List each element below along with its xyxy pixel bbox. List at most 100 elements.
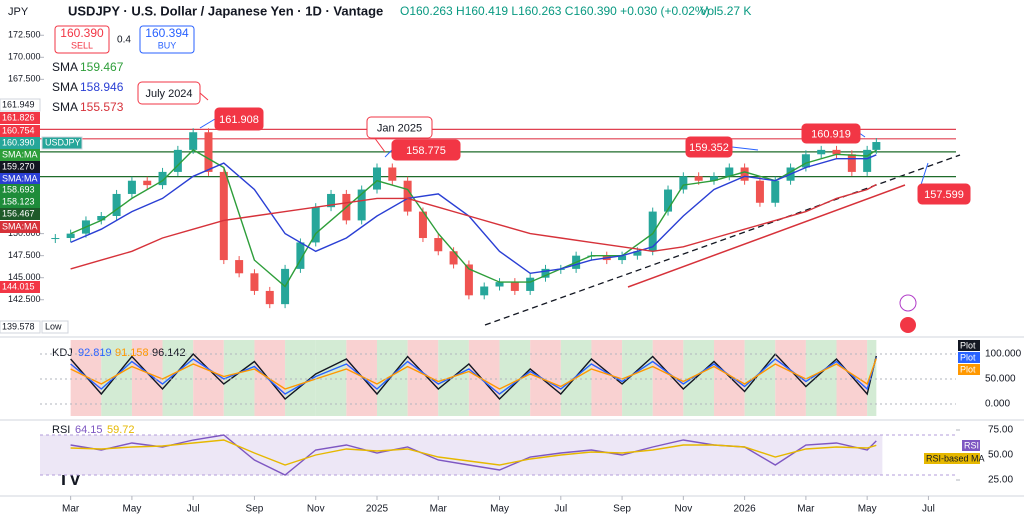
price-tag-label: 158.693 (2, 184, 35, 194)
legend-name: SMA (52, 60, 78, 74)
annotation-box (391, 139, 461, 161)
y-tick-label: 147.500 (8, 250, 41, 260)
candle (388, 167, 397, 181)
series-tag-label: RSI (964, 440, 979, 450)
candle (771, 180, 780, 203)
icon[interactable] (899, 294, 917, 312)
annotation-pointer (731, 146, 759, 151)
y-tick-label: 145.000 (8, 272, 41, 282)
pane-title: RSI (52, 424, 70, 436)
kdj-line (70, 357, 877, 395)
sell-label[interactable]: SELL (71, 40, 93, 50)
legend-value: 59.72 (107, 424, 135, 436)
kdj-line (70, 358, 877, 390)
price-tag-label: SMA:MA (2, 149, 38, 159)
legend-value: 158.946 (80, 80, 124, 94)
annotation-label: 158.775 (406, 145, 446, 157)
price-tag (0, 221, 40, 233)
state-band (407, 340, 439, 416)
price-tag-label: 156.467 (2, 208, 35, 218)
candle (755, 180, 764, 203)
price-tag-label: 144.015 (2, 281, 35, 291)
candle (265, 290, 274, 305)
y-tick-label: 50.000 (985, 374, 1016, 385)
price-tag-label: 160.390 (2, 137, 35, 147)
buy-price[interactable]: 160.394 (145, 26, 189, 40)
candle (664, 189, 673, 212)
state-band (683, 340, 714, 416)
annotation-box (214, 107, 264, 131)
candle (357, 189, 366, 221)
candle (143, 180, 152, 186)
candle (158, 171, 167, 186)
candle (189, 132, 198, 150)
price-tag (0, 320, 41, 334)
price-tag (0, 208, 40, 220)
candle (66, 233, 75, 239)
rsi-line (70, 434, 877, 476)
candle (817, 149, 826, 155)
state-band (70, 340, 102, 416)
state-band (346, 340, 377, 416)
series-tag-label: RSI-based MA (926, 453, 985, 463)
price-tag (0, 281, 40, 293)
annotation-box (801, 123, 861, 144)
plot-tag (958, 340, 980, 351)
candle (495, 282, 504, 287)
candle (464, 264, 473, 296)
icon[interactable] (900, 317, 916, 333)
buy-label[interactable]: BUY (158, 40, 177, 50)
sell-price[interactable]: 160.390 (60, 26, 104, 40)
rsi-line (70, 439, 877, 466)
annotation-label: 157.599 (924, 189, 964, 201)
x-tick-label: Jul (554, 504, 567, 515)
symbol-tab[interactable]: JPY (8, 6, 29, 18)
y-tick-label: 0.000 (985, 399, 1010, 410)
price-tag (0, 125, 40, 137)
candle (541, 268, 550, 278)
y-tick-label: 100.000 (985, 349, 1022, 360)
candle (618, 255, 627, 261)
price-tag-label: SMA:MA (2, 221, 38, 231)
state-band (162, 340, 194, 416)
price-tag-label: 161.826 (2, 112, 35, 122)
candle (709, 176, 718, 181)
candle (679, 176, 688, 190)
buy-button[interactable] (139, 25, 195, 54)
x-tick-label: Sep (613, 504, 631, 515)
legend-value: 155.573 (80, 100, 124, 114)
state-band (193, 340, 224, 416)
plot-tag-label: Plot (960, 364, 976, 374)
pane-title: KDJ (52, 347, 73, 359)
price-tag (0, 173, 40, 185)
x-tick-label: Mar (430, 504, 448, 515)
annotation-box (366, 116, 433, 139)
plot-tag (958, 364, 980, 375)
legend-value: 96.142 (152, 347, 186, 359)
state-band (744, 340, 776, 416)
annotation-box (917, 183, 971, 205)
rsi-band (40, 435, 883, 475)
x-tick-label: May (122, 504, 141, 515)
price-tag (0, 112, 40, 124)
x-tick-label: May (858, 504, 877, 515)
series-tag (962, 440, 980, 451)
annotation-label: 159.352 (689, 142, 729, 154)
state-band (867, 340, 877, 416)
legend-name: SMA (52, 80, 78, 94)
state-band (468, 340, 500, 416)
price-tag-label: SMA:MA (2, 173, 38, 183)
price-tag (0, 149, 40, 161)
x-tick-label: Mar (797, 504, 815, 515)
sell-button[interactable] (54, 25, 110, 54)
annotation-box (137, 81, 201, 105)
price-tag-label: 139.578 (2, 321, 35, 331)
state-band (254, 340, 286, 416)
y-tick-label: 50.00 (988, 450, 1013, 461)
ohlc: O160.263 H160.419 L160.263 C160.390 +0.0… (400, 4, 710, 18)
y-tick-label: 142.500 (8, 294, 41, 304)
price-tag (0, 137, 40, 149)
y-tick-label: 25.00 (988, 475, 1013, 486)
candle (449, 251, 458, 265)
